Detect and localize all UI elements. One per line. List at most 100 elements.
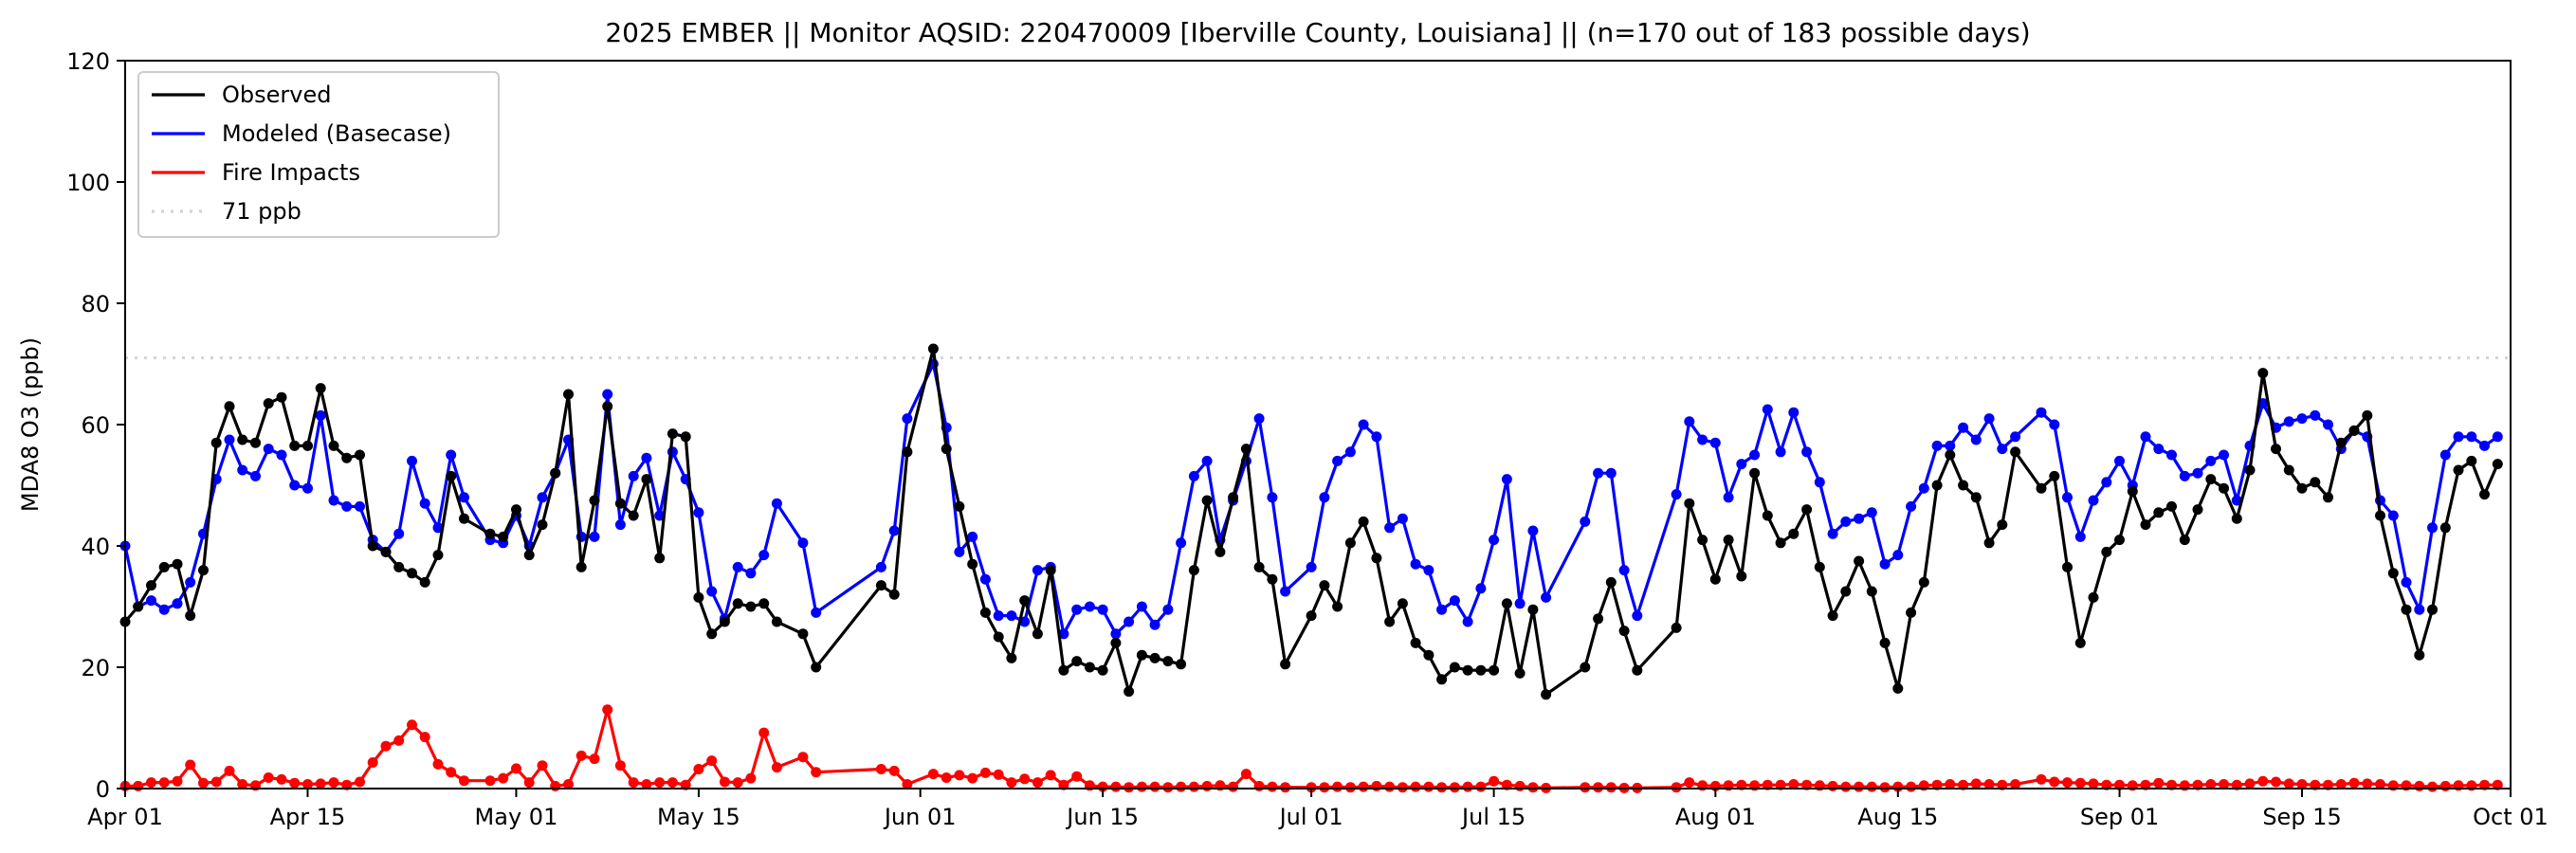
data-point <box>2049 419 2060 430</box>
data-point <box>185 576 196 588</box>
data-point <box>967 772 978 784</box>
data-point <box>1945 440 1956 451</box>
data-point <box>1970 492 1982 503</box>
data-point <box>2219 482 2229 494</box>
data-point <box>1188 565 1199 576</box>
data-point <box>1176 781 1187 792</box>
data-point <box>1788 528 1800 539</box>
data-point <box>654 553 666 564</box>
data-point <box>2362 409 2373 421</box>
data-point <box>328 777 339 789</box>
data-point <box>2166 449 2177 461</box>
data-point <box>2166 500 2177 512</box>
data-point <box>2192 504 2203 516</box>
data-point <box>875 561 886 572</box>
data-point <box>1736 459 1747 470</box>
data-point <box>158 604 170 615</box>
data-point <box>1684 498 1695 509</box>
data-point <box>1267 573 1278 585</box>
x-tick-label: Oct 01 <box>2473 804 2549 830</box>
data-point <box>498 772 509 784</box>
data-point <box>1671 622 1682 633</box>
data-point <box>1058 664 1069 676</box>
data-point <box>1384 522 1396 534</box>
data-point <box>1253 780 1265 791</box>
data-point <box>771 616 782 627</box>
data-point <box>237 434 248 445</box>
data-point <box>1906 781 1917 792</box>
data-point <box>614 498 626 509</box>
data-point <box>1280 659 1291 670</box>
data-point <box>2010 431 2021 443</box>
data-point <box>1866 586 1877 597</box>
data-point <box>1671 782 1682 793</box>
data-point <box>1371 553 1382 564</box>
data-point <box>419 576 430 588</box>
data-point <box>993 631 1004 643</box>
data-point <box>1827 610 1838 622</box>
data-point <box>1958 779 1969 790</box>
data-point <box>172 598 183 609</box>
data-point <box>2375 779 2385 789</box>
data-point <box>2114 779 2125 790</box>
data-point <box>1176 537 1187 549</box>
data-point <box>432 758 444 770</box>
data-point <box>511 763 521 774</box>
data-point <box>407 719 417 731</box>
data-point <box>1149 781 1160 792</box>
data-point <box>1462 616 1473 627</box>
data-point <box>550 780 561 791</box>
data-point <box>2492 459 2503 470</box>
data-point <box>1892 550 1904 561</box>
data-point <box>888 525 900 536</box>
data-point <box>315 383 326 394</box>
data-point <box>198 565 209 576</box>
data-point <box>2387 568 2399 579</box>
data-point <box>1958 422 1969 433</box>
data-point <box>2479 440 2490 451</box>
data-point <box>2348 777 2360 789</box>
data-point <box>1801 504 1813 516</box>
data-point <box>1840 586 1852 597</box>
data-point <box>263 398 274 409</box>
data-point <box>511 504 521 516</box>
data-point <box>1866 507 1877 518</box>
data-point <box>602 389 613 400</box>
data-point <box>667 428 678 440</box>
data-point <box>237 779 248 789</box>
data-point <box>1188 781 1199 792</box>
data-point <box>2127 485 2138 497</box>
data-point <box>797 752 809 763</box>
data-point <box>1840 516 1852 527</box>
data-point <box>979 573 991 585</box>
data-point <box>1344 537 1356 549</box>
data-point <box>2453 464 2464 476</box>
data-point <box>1671 489 1682 500</box>
data-point <box>1019 595 1031 607</box>
data-point <box>2323 779 2333 790</box>
data-point <box>902 413 913 425</box>
data-point <box>2283 416 2294 427</box>
data-point <box>2296 482 2308 494</box>
data-point <box>1449 595 1460 607</box>
data-point <box>2205 779 2217 789</box>
x-tick-label: Sep 15 <box>2262 804 2341 830</box>
data-point <box>1124 782 1135 793</box>
data-point <box>1618 565 1630 576</box>
data-point <box>355 776 365 788</box>
data-point <box>1344 446 1356 458</box>
data-point <box>1709 437 1721 448</box>
y-tick-label: 100 <box>66 170 110 196</box>
data-point <box>1136 601 1147 612</box>
legend: Observed Modeled (Basecase) Fire Impacts 71… <box>137 71 500 238</box>
data-point <box>302 440 313 451</box>
data-point <box>693 764 704 774</box>
data-point <box>2414 604 2425 615</box>
data-point <box>1879 558 1891 570</box>
data-point <box>745 568 757 579</box>
data-point <box>954 546 965 557</box>
data-point <box>2296 413 2308 425</box>
data-point <box>263 772 274 783</box>
data-point <box>1045 565 1056 576</box>
data-point <box>1879 637 1891 648</box>
